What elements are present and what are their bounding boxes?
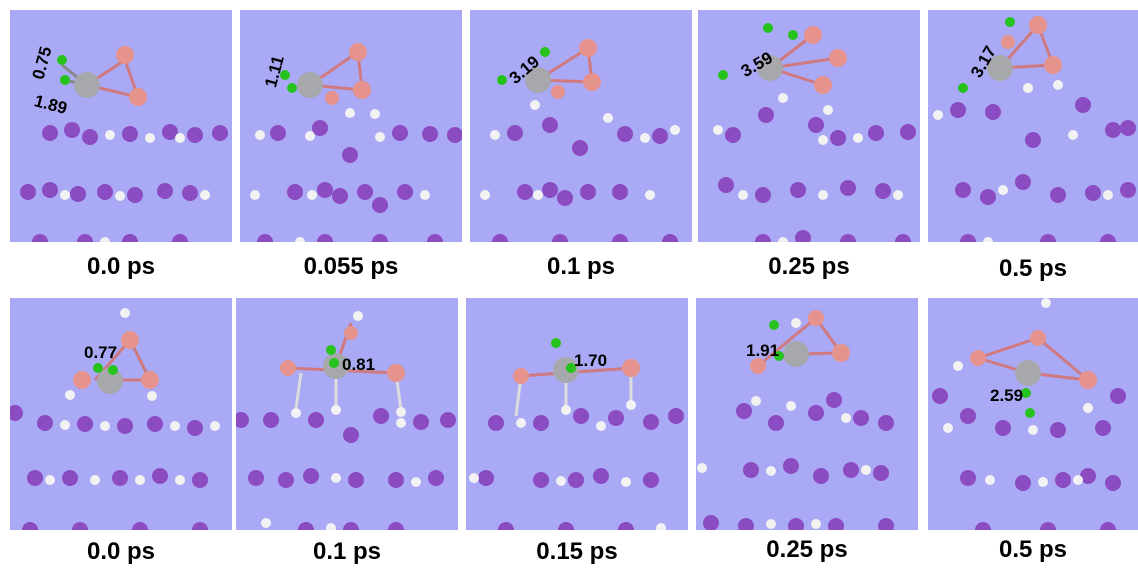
snapshot-panel-r1-4: 3.59 [698, 10, 920, 242]
snapshot-panel-r2-4: 1.91 [696, 298, 918, 530]
md-snapshot: 3.59 [713, 23, 916, 242]
time-label: 0.1 ps [312, 538, 382, 565]
md-snapshot: 0.75 1.89 [20, 44, 228, 242]
distance-label: 0.75 [29, 44, 56, 81]
distance-label: 2.59 [990, 386, 1023, 405]
time-label: 0.5 ps [998, 255, 1068, 282]
time-label: 0.1 ps [546, 253, 616, 280]
time-label: 0.15 ps [536, 538, 618, 565]
snapshot-panel-r2-2: 0.81 [236, 298, 458, 530]
distance-label: 1.11 [261, 53, 288, 89]
snapshot-panel-r1-5: 3.17 [928, 10, 1138, 242]
distance-label: 1.89 [32, 91, 69, 118]
time-label: 0.25 ps [766, 536, 848, 563]
md-snapshot: 3.19 [480, 39, 680, 242]
md-snapshot: 2.59 [932, 298, 1126, 530]
distance-label: 1.70 [574, 351, 607, 370]
time-label: 0.0 ps [86, 538, 156, 565]
snapshot-panel-r2-3: 1.70 [466, 298, 688, 530]
md-snapshot: 1.91 [697, 310, 894, 530]
time-label: 0.055 ps [303, 253, 399, 280]
time-label: 0.25 ps [768, 253, 850, 280]
snapshot-panel-r1-2: 1.11 [240, 10, 462, 242]
md-snapshot: 1.70 [469, 338, 684, 530]
md-snapshot: 3.17 [933, 16, 1136, 242]
time-label: 0.5 ps [998, 536, 1068, 563]
distance-label: 0.77 [84, 343, 117, 362]
md-snapshot: 0.81 [236, 311, 456, 530]
snapshot-panel-r1-1: 0.75 1.89 [10, 10, 232, 242]
snapshot-panel-r1-3: 3.19 [470, 10, 692, 242]
distance-label: 1.91 [746, 341, 779, 360]
md-snapshot: 1.11 [250, 43, 462, 242]
snapshot-panel-r2-1: 0.77 [10, 298, 232, 530]
md-snapshot: 0.77 [10, 308, 220, 530]
time-label: 0.0 ps [86, 253, 156, 280]
snapshot-panel-r2-5: 2.59 [928, 298, 1138, 530]
distance-label: 0.81 [342, 355, 375, 374]
